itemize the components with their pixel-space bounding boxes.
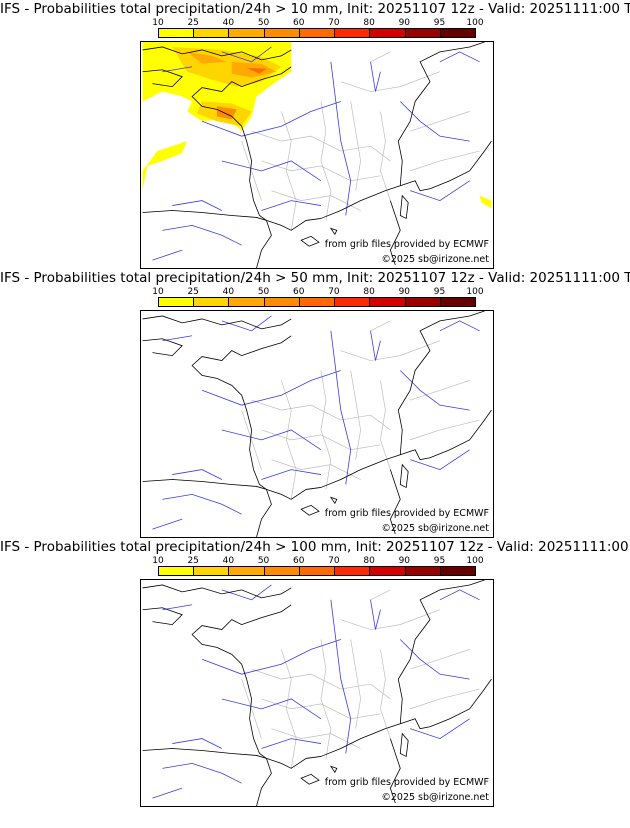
colorbar <box>158 566 476 576</box>
colorbar-ticks: 10 25 40 50 60 70 80 90 95 100 <box>152 556 483 566</box>
colorbar-swatch <box>264 298 300 306</box>
tick: 25 <box>187 18 199 28</box>
colorbar-swatch <box>440 567 475 575</box>
colorbar-swatch <box>229 298 265 306</box>
forecast-panel-10mm: IFS - Probabilities total precipitation/… <box>0 0 630 269</box>
tick: 60 <box>293 287 305 297</box>
source-credit: from grib files provided by ECMWF <box>324 777 489 788</box>
source-credit: from grib files provided by ECMWF <box>324 239 489 250</box>
colorbar-swatch <box>194 567 230 575</box>
colorbar-swatch <box>159 29 195 37</box>
colorbar-swatch <box>264 29 300 37</box>
colorbar-swatch <box>440 298 475 306</box>
tick: 95 <box>433 556 446 566</box>
tick: 50 <box>257 18 270 28</box>
tick: 90 <box>398 287 411 297</box>
tick: 90 <box>398 18 411 28</box>
precip-probability-area <box>142 42 492 209</box>
tick: 100 <box>466 18 484 28</box>
tick: 50 <box>257 556 270 566</box>
tick: 60 <box>293 556 305 566</box>
colorbar-swatch <box>440 29 475 37</box>
tick: 10 <box>152 18 164 28</box>
tick: 70 <box>328 18 340 28</box>
colorbar-swatch <box>335 567 371 575</box>
colorbar-swatch <box>194 29 230 37</box>
colorbar <box>158 28 476 38</box>
colorbar-swatch <box>370 29 406 37</box>
copyright: ©2025 sb@irizone.net <box>381 792 489 803</box>
colorbar <box>158 297 476 307</box>
copyright: ©2025 sb@irizone.net <box>381 523 489 534</box>
tick: 10 <box>152 556 164 566</box>
source-credit: from grib files provided by ECMWF <box>324 508 489 519</box>
tick: 25 <box>187 556 199 566</box>
colorbar-swatch <box>159 567 195 575</box>
tick: 80 <box>363 287 375 297</box>
tick: 70 <box>328 556 340 566</box>
tick: 40 <box>222 556 235 566</box>
colorbar-swatch <box>159 298 195 306</box>
tick: 100 <box>466 556 484 566</box>
colorbar-swatch <box>264 567 300 575</box>
colorbar-swatch <box>194 298 230 306</box>
tick: 70 <box>328 287 340 297</box>
colorbar-swatch <box>405 298 441 306</box>
colorbar-ticks: 10 25 40 50 60 70 80 90 95 100 <box>152 18 483 28</box>
map: from grib files provided by ECMWF ©2025 … <box>140 579 494 807</box>
forecast-panel-50mm: IFS - Probabilities total precipitation/… <box>0 269 630 538</box>
colorbar-swatch <box>335 29 371 37</box>
colorbar-swatch <box>229 29 265 37</box>
tick: 100 <box>466 287 484 297</box>
colorbar-swatch <box>370 298 406 306</box>
colorbar-swatch <box>405 29 441 37</box>
colorbar-ticks: 10 25 40 50 60 70 80 90 95 100 <box>152 287 483 297</box>
tick: 95 <box>433 287 446 297</box>
tick: 90 <box>398 556 411 566</box>
map: from grib files provided by ECMWF ©2025 … <box>140 310 494 538</box>
colorbar-swatch <box>299 567 336 575</box>
tick: 40 <box>222 287 235 297</box>
colorbar-swatch <box>229 567 265 575</box>
map: from grib files provided by ECMWF ©2025 … <box>140 41 494 269</box>
colorbar-swatch <box>405 567 441 575</box>
colorbar-swatch <box>370 567 406 575</box>
tick: 10 <box>152 287 164 297</box>
colorbar-swatch <box>299 29 336 37</box>
tick: 95 <box>433 18 446 28</box>
tick: 25 <box>187 287 199 297</box>
colorbar-swatch <box>335 298 371 306</box>
panel-title: IFS - Probabilities total precipitation/… <box>0 1 630 17</box>
panel-title: IFS - Probabilities total precipitation/… <box>0 539 630 555</box>
tick: 80 <box>363 556 375 566</box>
tick: 60 <box>293 18 305 28</box>
panel-title: IFS - Probabilities total precipitation/… <box>0 270 630 286</box>
tick: 40 <box>222 18 235 28</box>
colorbar-swatch <box>299 298 336 306</box>
tick: 80 <box>363 18 375 28</box>
tick: 50 <box>257 287 270 297</box>
forecast-panel-100mm: IFS - Probabilities total precipitation/… <box>0 538 630 807</box>
copyright: ©2025 sb@irizone.net <box>381 254 489 265</box>
